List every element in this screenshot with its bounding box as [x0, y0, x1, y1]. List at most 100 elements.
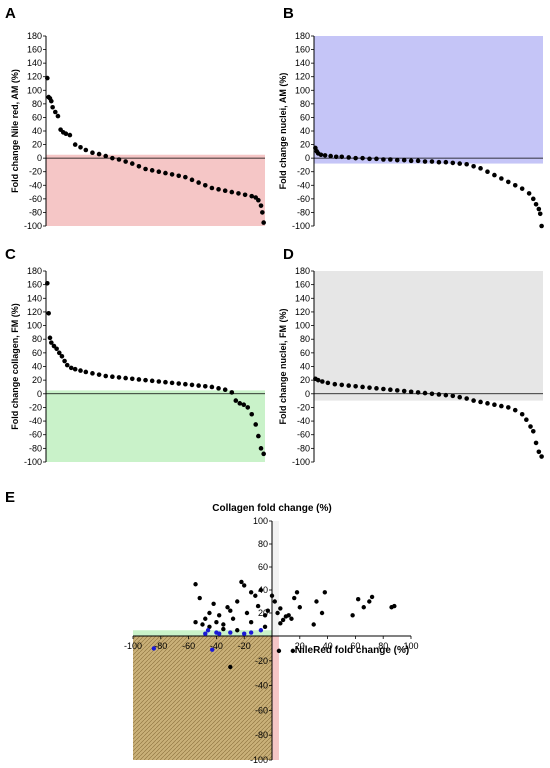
y-tick-label: 160	[27, 280, 42, 290]
shaded-region	[272, 636, 279, 760]
data-point	[45, 75, 50, 81]
data-point	[235, 599, 240, 604]
data-point	[103, 373, 109, 379]
data-point	[249, 411, 255, 417]
y-tick-label: 60	[32, 112, 42, 122]
data-point	[332, 381, 338, 387]
data-point	[54, 346, 59, 352]
data-point	[255, 603, 261, 609]
data-point	[369, 594, 375, 600]
y-tick-label: -100	[292, 221, 310, 231]
data-point	[261, 451, 266, 457]
data-point	[536, 449, 542, 455]
panel-label: B	[283, 5, 294, 22]
data-point	[68, 365, 74, 371]
data-point	[214, 620, 219, 625]
panel-label: E	[5, 489, 15, 506]
data-point	[228, 664, 233, 670]
y-tick-label: -40	[297, 416, 310, 426]
data-point	[249, 193, 255, 199]
shaded-region	[314, 36, 543, 164]
panel-label: C	[5, 246, 16, 263]
data-point	[216, 386, 221, 391]
y-tick-label: -60	[29, 194, 42, 204]
data-point	[233, 398, 239, 403]
data-point	[156, 379, 162, 384]
data-point	[149, 378, 155, 384]
data-point	[539, 223, 544, 229]
data-point	[83, 369, 89, 375]
data-point	[258, 203, 264, 208]
data-point	[367, 599, 372, 604]
data-point	[90, 371, 95, 376]
data-point	[235, 628, 240, 633]
data-point	[67, 132, 73, 138]
data-point	[533, 440, 539, 446]
data-point	[361, 605, 366, 610]
data-point	[242, 583, 247, 588]
panel-a: A 180 160 140 120 100 80 60 40 20 0 -20 -40 -60 -80 -10…	[5, 5, 266, 231]
data-point	[209, 384, 215, 390]
data-point	[253, 422, 259, 427]
data-point	[311, 622, 316, 627]
data-point	[123, 375, 128, 381]
data-point	[207, 624, 212, 629]
data-point	[318, 152, 324, 158]
y-tick-label: 120	[27, 307, 42, 317]
y-tick-label: 0	[37, 389, 42, 399]
y-tick-label: -80	[297, 207, 310, 217]
shaded-region	[272, 521, 279, 636]
data-point	[258, 628, 264, 633]
data-point	[333, 154, 339, 160]
data-point	[506, 405, 511, 410]
data-point	[519, 186, 525, 191]
data-point	[216, 613, 222, 618]
data-point	[248, 630, 254, 635]
y-tick-label: -20	[297, 167, 310, 177]
data-point	[189, 177, 195, 183]
data-point	[221, 626, 226, 632]
data-point	[394, 157, 400, 163]
data-point	[297, 605, 302, 610]
data-point	[183, 381, 188, 387]
data-point	[163, 379, 168, 385]
data-point	[499, 176, 504, 181]
y-tick-label: 60	[300, 112, 310, 122]
panel-label: D	[283, 246, 294, 263]
data-point	[262, 624, 268, 629]
shaded-region	[46, 154, 265, 226]
data-point	[322, 153, 328, 158]
data-point	[401, 388, 407, 394]
data-point	[260, 210, 265, 215]
y-tick-label: 120	[295, 307, 310, 317]
data-point	[110, 155, 115, 161]
y-tick-label: 100	[295, 85, 310, 95]
y-tick-label: -80	[29, 207, 42, 217]
y-tick-label: -20	[255, 656, 268, 666]
data-point	[228, 608, 233, 613]
data-point	[78, 368, 83, 373]
x-tick-label: -40	[210, 641, 223, 651]
data-point	[524, 417, 529, 423]
y-tick-label: 120	[27, 72, 42, 82]
data-point	[533, 201, 539, 207]
x-tick-label: 20	[295, 641, 305, 651]
x-axis-label: NileRed fold change (%)	[295, 645, 409, 656]
y-tick-label: -40	[255, 681, 268, 691]
data-point	[436, 392, 442, 397]
data-point	[261, 220, 266, 225]
y-tick-label: 80	[32, 334, 42, 344]
y-tick-label: 140	[295, 293, 310, 303]
data-point	[46, 310, 51, 316]
data-point	[350, 613, 355, 618]
data-point	[96, 151, 102, 157]
y-tick-label: 40	[300, 362, 310, 372]
y-tick-label: -60	[255, 705, 268, 715]
data-point	[239, 579, 244, 585]
y-axis-label: Fold change Nile red, AM (%)	[10, 69, 20, 193]
data-point	[49, 340, 54, 345]
data-point	[353, 155, 358, 161]
data-point	[320, 379, 325, 384]
y-tick-label: 60	[258, 562, 268, 572]
data-point	[457, 394, 463, 400]
